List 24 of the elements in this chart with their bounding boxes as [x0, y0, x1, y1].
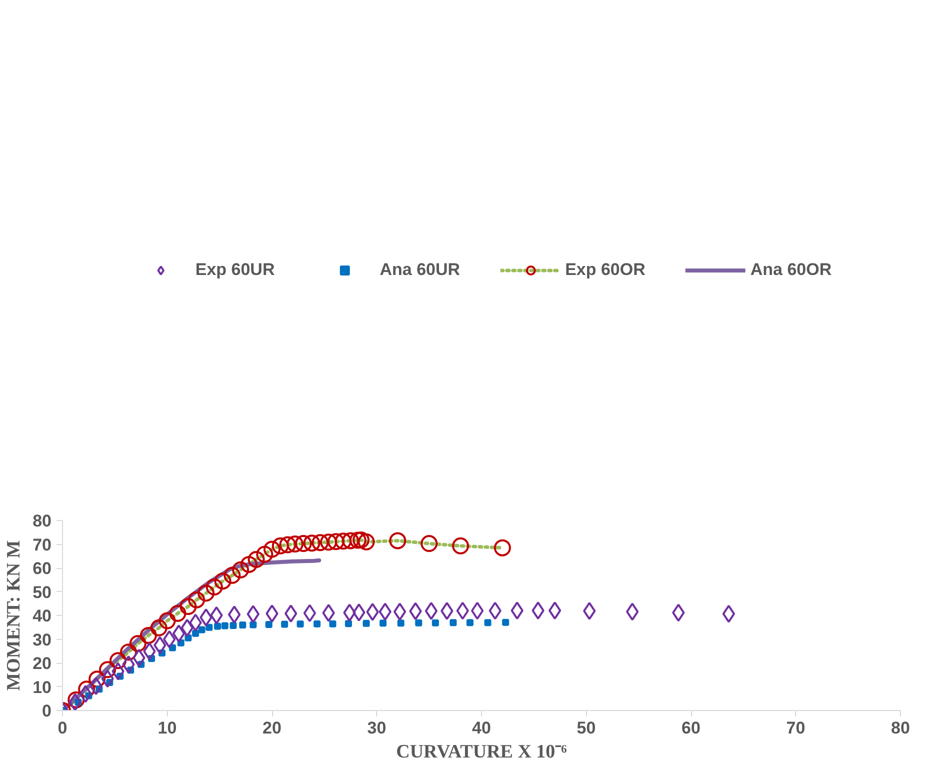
legend-label: Exp 60OR [565, 260, 646, 280]
legend-label: Exp 60UR [195, 260, 275, 280]
x-tick-label: 70 [786, 718, 806, 738]
y-tick-label: 20 [32, 654, 52, 673]
y-tick-label: 50 [32, 582, 52, 602]
x-axis-title: CURVATURE X 10⁻⁶ [396, 742, 568, 762]
y-tick-label: 70 [32, 535, 52, 554]
x-tick-label: 30 [367, 718, 386, 738]
legend-label: Ana 60OR [750, 260, 832, 280]
x-tick-label: 40 [472, 718, 491, 738]
y-tick-label: 10 [32, 678, 52, 697]
y-axis-title: MOMENT: KN M [4, 540, 25, 691]
y-tick-label: 40 [32, 606, 52, 626]
x-tick-label: 20 [262, 718, 282, 738]
y-tick-label: 80 [32, 512, 52, 530]
x-tick-label: 80 [891, 718, 910, 738]
y-tick-label: 60 [32, 559, 52, 578]
y-tick-label: 30 [32, 630, 52, 650]
x-tick-label: 0 [58, 718, 68, 738]
x-tick-label: 10 [158, 718, 177, 738]
y-tick-label: 0 [42, 702, 52, 720]
x-tick-label: 50 [576, 718, 596, 738]
x-tick-label: 60 [682, 718, 700, 738]
legend-label: Ana 60UR [380, 260, 460, 280]
